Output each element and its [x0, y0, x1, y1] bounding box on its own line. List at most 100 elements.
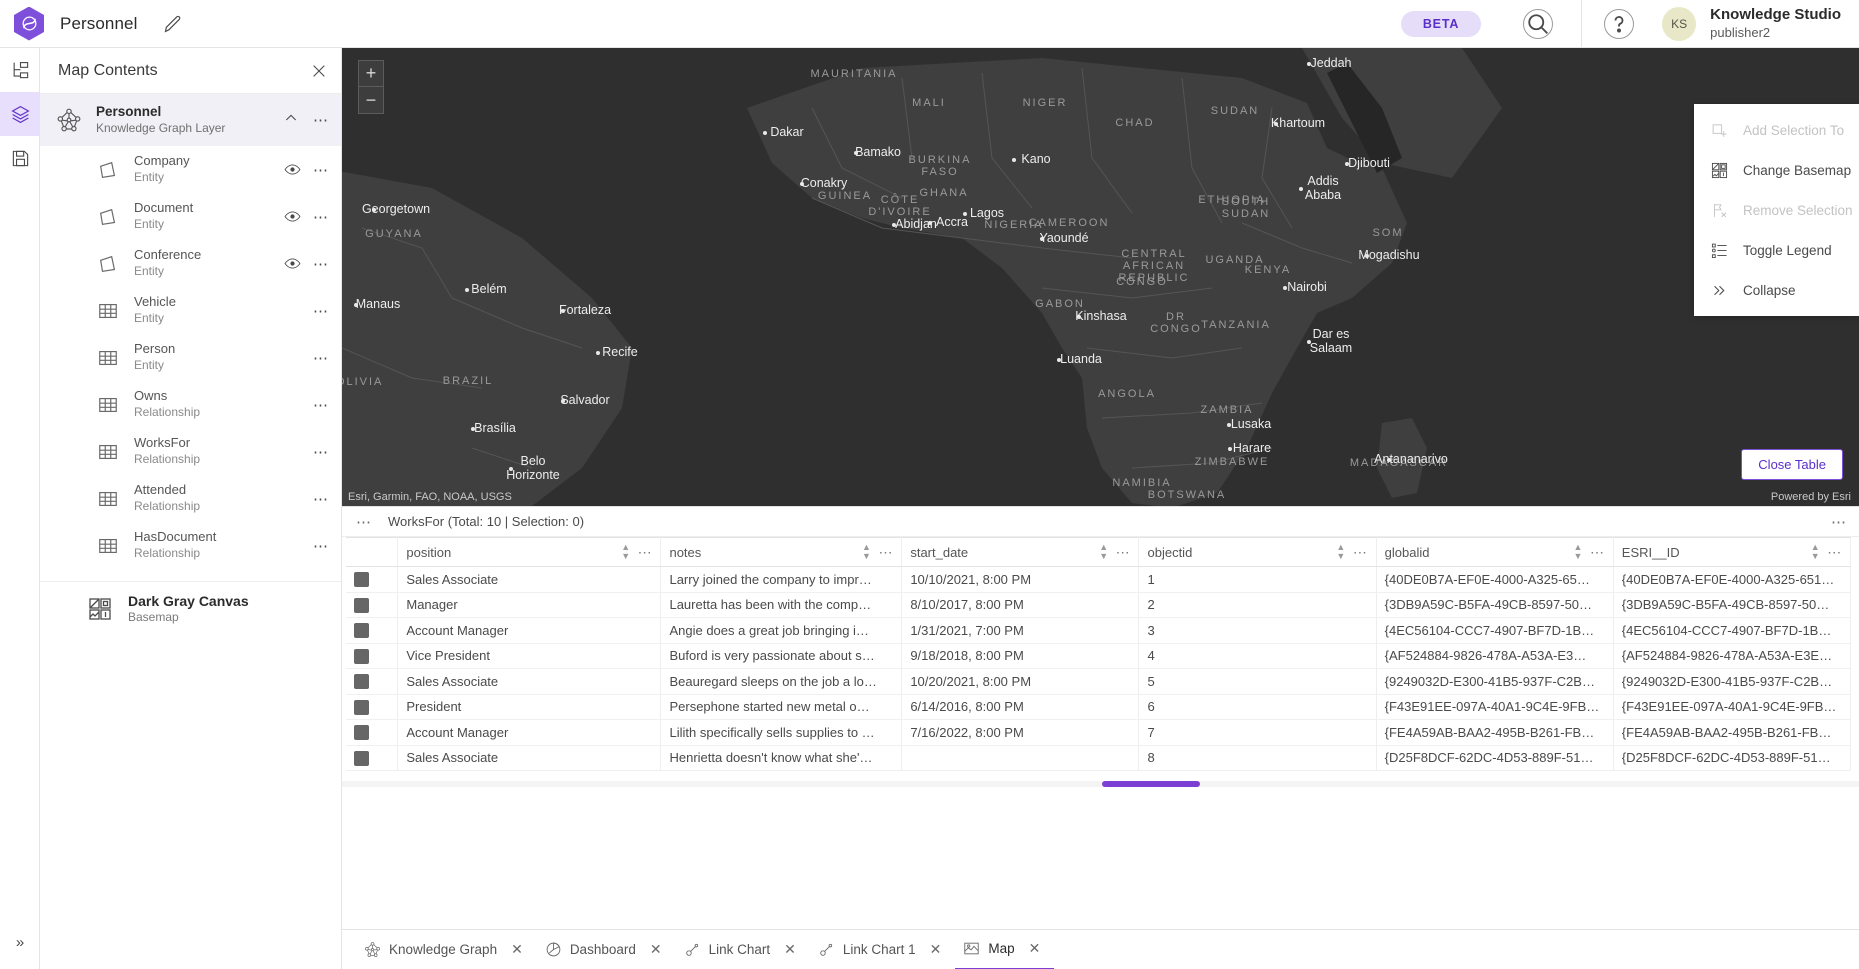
- column-header-start_date[interactable]: start_date ▲ ▼ ⋯: [901, 537, 1140, 567]
- column-header-objectid[interactable]: objectid ▲ ▼ ⋯: [1138, 537, 1377, 567]
- basemap-item[interactable]: Dark Gray Canvas Basemap: [40, 582, 341, 636]
- close-icon[interactable]: ✕: [649, 941, 662, 957]
- table-row[interactable]: Account Manager Lilith specifically sells…: [346, 719, 1852, 746]
- pencil-icon[interactable]: [163, 14, 183, 34]
- zoom-in-button[interactable]: +: [359, 61, 383, 87]
- table-row[interactable]: Account Manager Angie does a great job br…: [346, 617, 1852, 644]
- data-model-icon[interactable]: [0, 48, 40, 92]
- table-row[interactable]: Manager Lauretta has been with the comp… 8…: [346, 592, 1852, 618]
- row-checkbox[interactable]: [354, 623, 369, 639]
- expand-rail-button[interactable]: »: [15, 933, 25, 951]
- overflow-menu-icon[interactable]: ⋯: [313, 255, 329, 273]
- column-menu-icon[interactable]: ⋯: [1115, 543, 1131, 560]
- tab-knowledge-graph[interactable]: Knowledge Graph ✕: [356, 930, 537, 969]
- horizontal-scrollbar[interactable]: [342, 781, 1859, 787]
- table-row[interactable]: Sales Associate Beauregard sleeps on the …: [346, 668, 1852, 695]
- row-select-cell[interactable]: [346, 566, 399, 593]
- close-icon[interactable]: ✕: [1028, 940, 1041, 956]
- layer-item-hasdocument[interactable]: HasDocument Relationship ⋯: [40, 522, 341, 569]
- row-select-cell[interactable]: [346, 694, 399, 720]
- overflow-menu-icon[interactable]: ⋯: [313, 443, 329, 461]
- layer-item-vehicle[interactable]: Vehicle Entity ⋯: [40, 287, 341, 334]
- row-checkbox[interactable]: [354, 699, 369, 715]
- knowledge-studio-logo[interactable]: [14, 6, 44, 41]
- column-menu-icon[interactable]: ⋯: [1827, 543, 1842, 560]
- map-zoom-controls[interactable]: + −: [358, 60, 384, 114]
- layer-item-owns[interactable]: Owns Relationship ⋯: [40, 381, 341, 428]
- row-checkbox[interactable]: [354, 572, 369, 588]
- overflow-menu-icon[interactable]: ⋯: [313, 112, 329, 129]
- row-select-cell[interactable]: [346, 617, 399, 644]
- sort-icon[interactable]: ▲ ▼: [862, 542, 871, 561]
- eye-icon[interactable]: [284, 161, 301, 178]
- help-icon[interactable]: [1604, 8, 1635, 39]
- column-header-esri__id[interactable]: ESRI__ID ▲ ▼ ⋯: [1613, 537, 1852, 567]
- row-select-cell[interactable]: [346, 745, 399, 771]
- layer-item-document[interactable]: Document Entity ⋯: [40, 193, 341, 240]
- scrollbar-thumb[interactable]: [1102, 781, 1200, 787]
- menu-item-change-basemap[interactable]: Change Basemap: [1694, 150, 1859, 190]
- tab-map[interactable]: Map ✕: [955, 930, 1055, 969]
- menu-item-toggle-legend[interactable]: Toggle Legend: [1694, 230, 1859, 270]
- overflow-menu-icon[interactable]: ⋯: [313, 490, 329, 508]
- row-select-cell[interactable]: [346, 668, 399, 695]
- tab-link-chart[interactable]: Link Chart ✕: [676, 930, 810, 969]
- overflow-menu-icon[interactable]: ⋯: [313, 396, 329, 414]
- tab-dashboard[interactable]: Dashboard ✕: [537, 930, 676, 969]
- sort-icon[interactable]: ▲ ▼: [621, 542, 631, 561]
- avatar[interactable]: KS: [1662, 6, 1697, 41]
- column-header-globalid[interactable]: globalid ▲ ▼ ⋯: [1376, 537, 1614, 567]
- overflow-menu-icon[interactable]: ⋯: [313, 161, 329, 179]
- overflow-menu-icon[interactable]: ⋯: [313, 349, 329, 367]
- close-icon[interactable]: ✕: [511, 941, 523, 957]
- sort-icon[interactable]: ▲ ▼: [1336, 542, 1346, 561]
- table-overflow-icon[interactable]: ⋯: [1831, 513, 1847, 531]
- overflow-menu-icon[interactable]: ⋯: [313, 208, 329, 226]
- table-row[interactable]: President Persephone started new metal o……: [346, 694, 1852, 720]
- layer-item-attended[interactable]: Attended Relationship ⋯: [40, 475, 341, 522]
- column-menu-icon[interactable]: ⋯: [1589, 543, 1605, 560]
- zoom-out-button[interactable]: −: [365, 89, 377, 110]
- table-options-icon[interactable]: ⋯: [356, 513, 372, 531]
- row-select-cell[interactable]: [346, 592, 399, 618]
- layer-item-person[interactable]: Person Entity ⋯: [40, 334, 341, 381]
- sort-icon[interactable]: ▲ ▼: [1099, 542, 1109, 561]
- close-table-button[interactable]: Close Table: [1741, 449, 1843, 480]
- column-header-notes[interactable]: notes ▲ ▼ ⋯: [660, 537, 903, 567]
- close-icon[interactable]: ✕: [784, 941, 796, 957]
- overflow-menu-icon[interactable]: ⋯: [313, 537, 329, 555]
- user-info[interactable]: Knowledge Studio publisher2: [1710, 6, 1841, 41]
- row-checkbox[interactable]: [354, 750, 369, 766]
- row-select-cell[interactable]: [346, 643, 399, 669]
- tab-link-chart-1[interactable]: Link Chart 1 ✕: [810, 930, 956, 969]
- row-checkbox[interactable]: [354, 597, 369, 613]
- table-row[interactable]: Sales Associate Larry joined the company …: [346, 566, 1852, 593]
- menu-item-collapse[interactable]: Collapse: [1694, 270, 1859, 310]
- column-header-position[interactable]: position ▲ ▼ ⋯: [397, 537, 662, 567]
- table-row[interactable]: Vice President Buford is very passionate …: [346, 643, 1852, 669]
- row-checkbox[interactable]: [354, 725, 369, 741]
- search-icon[interactable]: [1523, 8, 1554, 39]
- close-icon[interactable]: ✕: [929, 941, 942, 957]
- beta-badge[interactable]: BETA: [1400, 10, 1482, 37]
- layer-item-company[interactable]: Company Entity ⋯: [40, 146, 341, 193]
- row-checkbox[interactable]: [354, 648, 369, 664]
- row-select-cell[interactable]: [346, 719, 399, 746]
- layer-item-worksfor[interactable]: WorksFor Relationship ⋯: [40, 428, 341, 475]
- sort-icon[interactable]: ▲ ▼: [1810, 542, 1820, 561]
- close-icon[interactable]: [311, 63, 327, 79]
- table-row[interactable]: Sales Associate Henrietta doesn't know wh…: [346, 745, 1852, 771]
- map-view[interactable]: + − MAURITANIA MALI NIGER CHAD SUDAN BURKINA …: [342, 48, 1859, 506]
- column-menu-icon[interactable]: ⋯: [1352, 543, 1368, 560]
- select-all-header[interactable]: [346, 537, 399, 567]
- overflow-menu-icon[interactable]: ⋯: [313, 302, 329, 320]
- save-icon[interactable]: [0, 136, 40, 180]
- sort-icon[interactable]: ▲ ▼: [1573, 542, 1583, 561]
- column-menu-icon[interactable]: ⋯: [878, 543, 894, 560]
- eye-icon[interactable]: [284, 208, 301, 225]
- layer-item-conference[interactable]: Conference Entity ⋯: [40, 240, 341, 287]
- column-menu-icon[interactable]: ⋯: [637, 543, 653, 560]
- chevron-up-icon[interactable]: [283, 110, 299, 131]
- eye-icon[interactable]: [284, 255, 301, 272]
- layer-root-personnel[interactable]: Personnel Knowledge Graph Layer ⋯: [40, 94, 341, 146]
